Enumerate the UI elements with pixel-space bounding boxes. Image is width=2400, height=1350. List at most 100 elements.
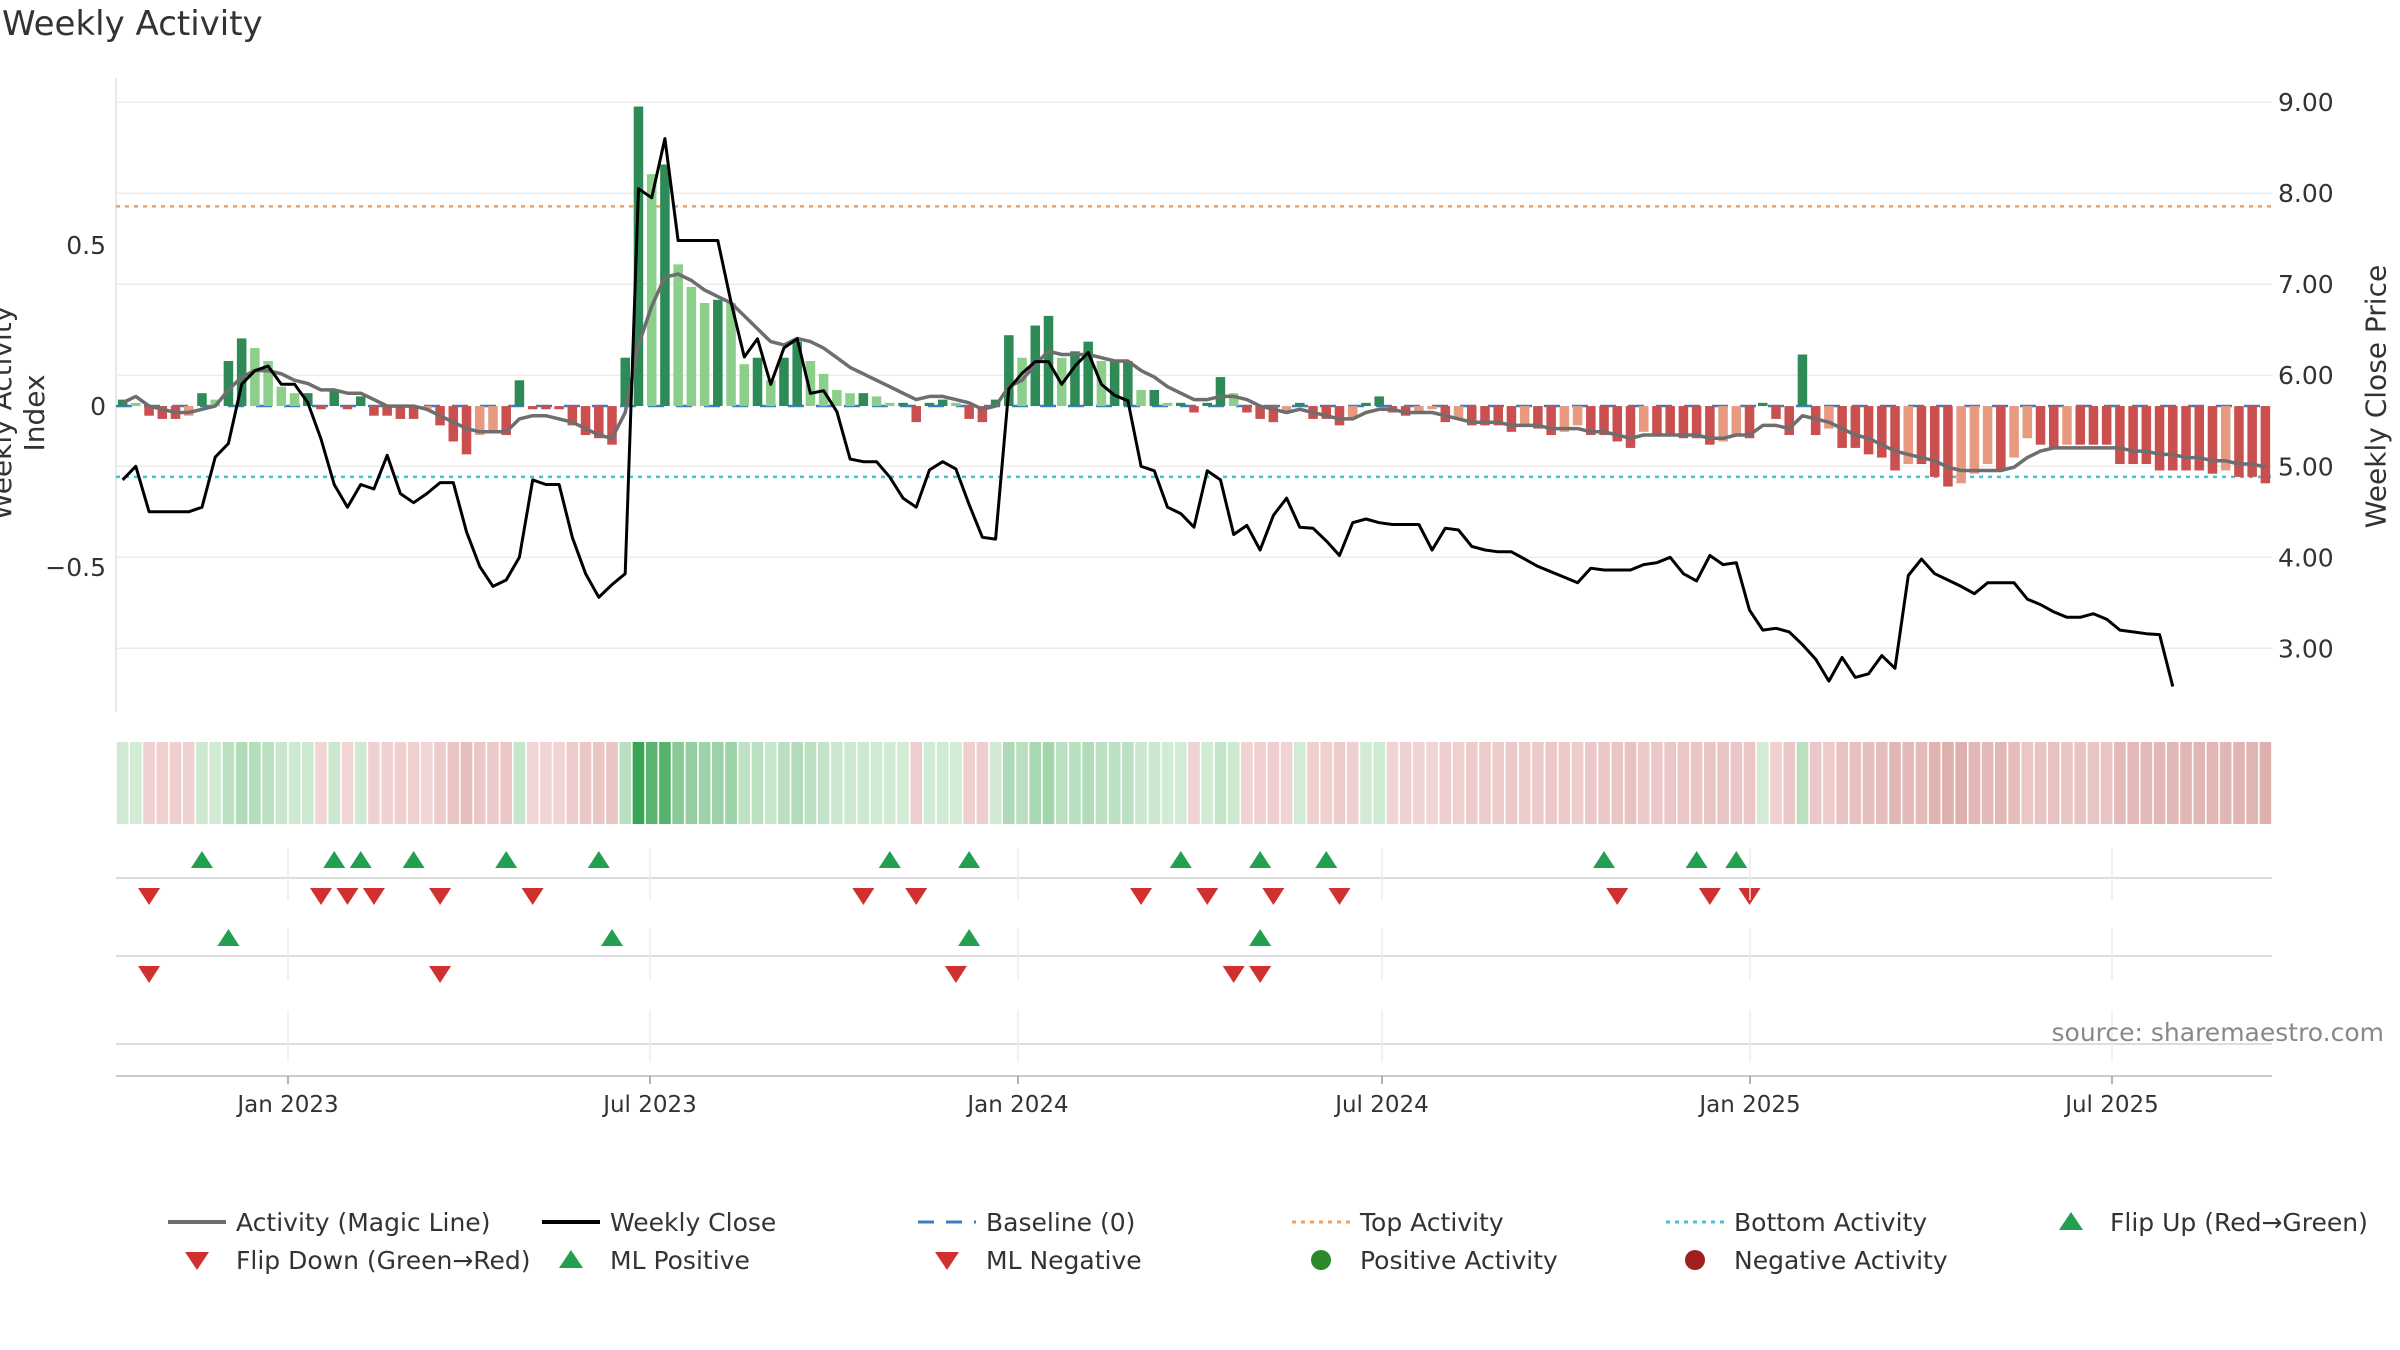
legend-label: Negative Activity <box>1734 1245 1948 1275</box>
right-tick-label: 9.00 <box>2278 88 2334 117</box>
heat-cell <box>2127 742 2139 824</box>
heat-cell <box>1241 742 1253 824</box>
activity-bar <box>1493 406 1503 426</box>
activity-bar <box>620 357 631 407</box>
heat-cell <box>619 742 632 824</box>
heat-cell <box>1333 742 1346 824</box>
heat-cell <box>328 742 341 824</box>
heat-cell <box>1320 742 1333 824</box>
heat-cell <box>2034 742 2047 824</box>
legend-bottom-line-icon <box>1666 1220 1724 1224</box>
flip-up-marker <box>958 929 981 946</box>
flip-down-marker <box>1196 888 1219 905</box>
activity-bar <box>845 393 855 407</box>
activity-bar <box>2168 406 2178 471</box>
activity-bar <box>1242 406 1252 413</box>
activity-bar <box>2234 406 2244 477</box>
heat-cell <box>460 742 473 824</box>
legend-label: Top Activity <box>1360 1207 1504 1237</box>
activity-bar <box>474 406 485 436</box>
heat-cell <box>2100 742 2113 824</box>
activity-bar <box>805 360 816 407</box>
legend-item-ml-negative: ML Negative <box>916 1242 1142 1278</box>
flip-up-marker <box>1249 851 1272 868</box>
legend-label: Bottom Activity <box>1734 1207 1928 1237</box>
heat-cell <box>1770 742 1782 824</box>
heat-cell <box>421 742 433 824</box>
heat-cell <box>1201 742 1214 824</box>
negative-activity-dot-icon <box>1685 1250 1705 1270</box>
heat-cell <box>1492 742 1505 824</box>
heat-cell <box>791 742 804 824</box>
right-tick-label: 5.00 <box>2278 452 2334 481</box>
activity-bar <box>1467 406 1477 426</box>
heat-cell <box>1624 742 1637 824</box>
legend-label: Positive Activity <box>1360 1245 1558 1275</box>
activity-bar <box>1731 406 1742 436</box>
activity-bar <box>1797 354 1808 407</box>
activity-bar <box>223 360 234 407</box>
activity-bar <box>1321 406 1332 419</box>
activity-bar <box>2260 406 2271 484</box>
left-tick-label: 0 <box>90 392 106 421</box>
heat-cell <box>1598 742 1610 824</box>
heat-cell <box>196 742 208 824</box>
heat-cell <box>672 742 684 824</box>
activity-bar <box>951 402 961 407</box>
flip-down-marker <box>429 888 452 905</box>
heat-cell <box>1227 742 1240 824</box>
flip-up-marker <box>601 929 624 946</box>
heat-cell <box>685 742 698 824</box>
heat-cell <box>1717 742 1729 824</box>
activity-bar <box>1453 406 1464 419</box>
activity-bar <box>1638 406 1649 432</box>
heat-cell <box>1756 742 1769 824</box>
heat-cell <box>1532 742 1544 824</box>
heat-cell <box>1439 742 1452 824</box>
heat-cell <box>2021 742 2034 824</box>
flip-down-marker <box>1328 888 1351 905</box>
activity-bar <box>1824 406 1834 429</box>
heat-cell <box>632 742 645 824</box>
right-tick-label: 4.00 <box>2278 543 2334 572</box>
heat-cell <box>817 742 830 824</box>
heat-cell <box>2206 742 2219 824</box>
flip-up-marker <box>958 851 981 868</box>
heat-cell <box>592 742 605 824</box>
activity-bar <box>1480 406 1490 426</box>
flip-up-marker <box>1685 851 1708 868</box>
heat-cell <box>963 742 975 824</box>
heat-cell <box>579 742 592 824</box>
activity-bar <box>1916 406 1927 465</box>
activity-bar <box>1599 406 1609 436</box>
left-tick-label: −0.5 <box>45 553 106 582</box>
activity-bar <box>289 393 300 407</box>
legend-label: Weekly Close <box>610 1207 777 1237</box>
heat-cell <box>1637 742 1650 824</box>
heat-cell <box>143 742 155 824</box>
date-tick-label: Jan 2025 <box>1697 1092 1800 1118</box>
left-axis-label: Weekly Activity Index <box>0 305 51 521</box>
heat-cell <box>315 742 327 824</box>
activity-bar <box>2154 406 2165 471</box>
heat-cell <box>1135 742 1147 824</box>
activity-bar <box>1347 406 1358 419</box>
activity-bar <box>1691 406 1702 439</box>
right-tick-label: 8.00 <box>2278 179 2334 208</box>
activity-bar <box>1863 406 1874 455</box>
heat-cell <box>698 742 711 824</box>
flip-up-marker <box>190 851 213 868</box>
heat-cell <box>936 742 949 824</box>
flip-up-marker <box>1169 851 1192 868</box>
legend-item-bottom-activity: Bottom Activity <box>1664 1204 1927 1240</box>
legend-item-baseline: Baseline (0) <box>916 1204 1135 1240</box>
activity-bar <box>210 399 220 407</box>
ml-positive-triangle-icon <box>559 1250 583 1268</box>
heat-cell <box>1704 742 1716 824</box>
left-tick-label: 0.5 <box>66 231 106 260</box>
heat-cell <box>1809 742 1822 824</box>
heat-cell <box>235 742 248 824</box>
activity-bar <box>898 402 908 407</box>
left-axis-ticks: 0.5 0 −0.5 <box>45 231 106 582</box>
heat-cell <box>1254 742 1266 824</box>
